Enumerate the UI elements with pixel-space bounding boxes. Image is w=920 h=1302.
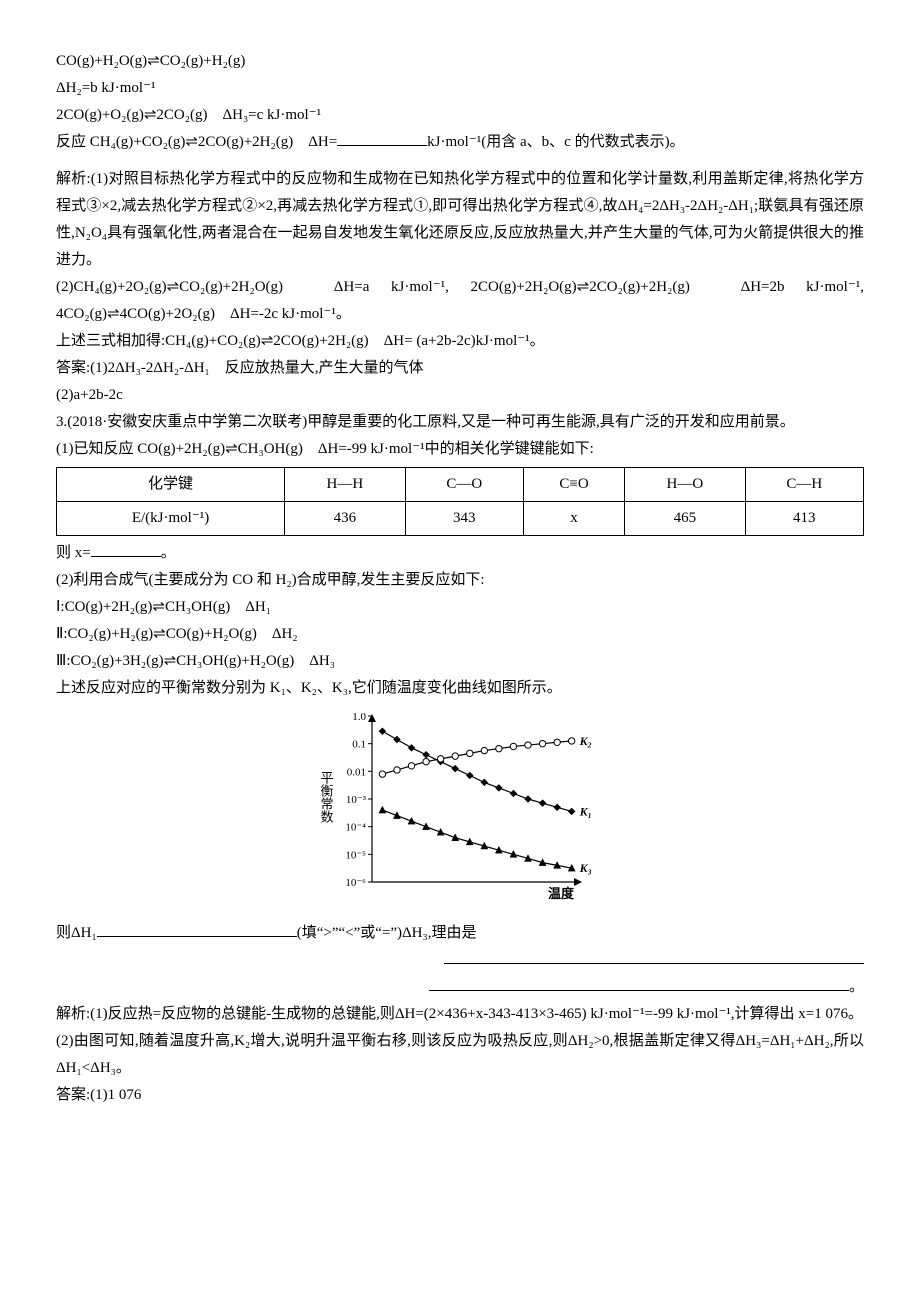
- svg-text:10⁻³: 10⁻³: [346, 794, 367, 806]
- svg-text:温度: 温度: [548, 886, 575, 901]
- explanation: 解析:(1)反应热=反应物的总键能-生成物的总键能,则ΔH=(2×436+x-3…: [56, 1001, 864, 1028]
- svg-text:K₃: K₃: [579, 861, 592, 875]
- svg-text:10⁻⁴: 10⁻⁴: [345, 822, 366, 834]
- table-cell: 413: [745, 502, 863, 536]
- table-header: H—O: [625, 468, 746, 502]
- reaction-line: Ⅰ:CO(g)+2H₂(g)⇌CH₃OH(g) ΔH₁: [56, 594, 864, 621]
- table-cell: 436: [285, 502, 406, 536]
- question-part: 则 x= 。: [56, 540, 864, 567]
- table-cell: E/(kJ·mol⁻¹): [57, 502, 285, 536]
- explanation: 解析:(1)对照目标热化学方程式中的反应物和生成物在已知热化学方程式中的位置和化…: [56, 166, 864, 274]
- table-header: C≡O: [523, 468, 624, 502]
- svg-text:0.1: 0.1: [352, 739, 366, 751]
- blank-input[interactable]: [91, 541, 161, 557]
- question-part: (2)利用合成气(主要成分为 CO 和 H₂)合成甲醇,发生主要反应如下:: [56, 567, 864, 594]
- svg-text:K₂: K₂: [579, 734, 592, 748]
- text: 则ΔH₁: [56, 925, 97, 941]
- svg-text:0.01: 0.01: [347, 766, 366, 778]
- eqn-line: 2CO(g)+O₂(g)⇌2CO₂(g) ΔH₃=c kJ·mol⁻¹: [56, 102, 864, 129]
- reaction-line: Ⅱ:CO₂(g)+H₂(g)⇌CO(g)+H₂O(g) ΔH₂: [56, 621, 864, 648]
- blank-input[interactable]: [429, 975, 849, 991]
- reaction-line: Ⅲ:CO₂(g)+3H₂(g)⇌CH₃OH(g)+H₂O(g) ΔH₃: [56, 648, 864, 675]
- table-header: C—O: [405, 468, 523, 502]
- blank-input[interactable]: [337, 130, 427, 146]
- fill-line: 则ΔH₁ (填“>”“<”或“=”)ΔH₃,理由是: [56, 920, 864, 947]
- table-header: H—H: [285, 468, 406, 502]
- eqn-line: CO(g)+H₂O(g)⇌CO₂(g)+H₂(g): [56, 48, 864, 75]
- bond-energy-table: 化学键 H—H C—O C≡O H—O C—H E/(kJ·mol⁻¹) 436…: [56, 467, 864, 536]
- explanation: (2)CH₄(g)+2O₂(g)⇌CO₂(g)+2H₂O(g) ΔH=a kJ·…: [56, 274, 864, 328]
- svg-text:10⁻⁶: 10⁻⁶: [345, 877, 366, 889]
- question-part: 上述反应对应的平衡常数分别为 K₁、K₂、K₃,它们随温度变化曲线如图所示。: [56, 675, 864, 702]
- table-header: 化学键: [57, 468, 285, 502]
- svg-text:平衡常数: 平衡常数: [319, 771, 334, 823]
- answer-line: 答案:(1)1 076: [56, 1082, 864, 1109]
- answer-line: 答案:(1)2ΔH₃-2ΔH₂-ΔH₁ 反应放热量大,产生大量的气体: [56, 355, 864, 382]
- text: kJ·mol⁻¹(用含 a、b、c 的代数式表示)。: [427, 134, 684, 150]
- explanation: (2)由图可知,随着温度升高,K₂增大,说明升温平衡右移,则该反应为吸热反应,则…: [56, 1028, 864, 1082]
- table-header-row: 化学键 H—H C—O C≡O H—O C—H: [57, 468, 864, 502]
- equilibrium-chart: 1.0 0.1 0.01 10⁻³ 10⁻⁴ 10⁻⁵ 10⁻⁶ 平衡常数温度 K₁ K₂ K₃: [56, 706, 864, 916]
- fill-line: 。: [56, 974, 864, 1001]
- blank-input[interactable]: [97, 921, 297, 937]
- blank-input[interactable]: [444, 948, 864, 964]
- table-header: C—H: [745, 468, 863, 502]
- question-stem: 3.(2018·安徽安庆重点中学第二次联考)甲醇是重要的化工原料,又是一种可再生…: [56, 409, 864, 436]
- table-row: E/(kJ·mol⁻¹) 436 343 x 465 413: [57, 502, 864, 536]
- eqn-line: ΔH₂=b kJ·mol⁻¹: [56, 75, 864, 102]
- svg-text:1.0: 1.0: [352, 711, 366, 723]
- text: 。: [161, 545, 176, 561]
- answer-line: (2)a+2b-2c: [56, 382, 864, 409]
- table-cell: 465: [625, 502, 746, 536]
- text: 反应 CH₄(g)+CO₂(g)⇌2CO(g)+2H₂(g) ΔH=: [56, 134, 337, 150]
- text: 则 x=: [56, 545, 91, 561]
- chart-svg: 1.0 0.1 0.01 10⁻³ 10⁻⁴ 10⁻⁵ 10⁻⁶ 平衡常数温度 K₁ K₂ K₃: [310, 706, 610, 906]
- question-part: (1)已知反应 CO(g)+2H₂(g)⇌CH₃OH(g) ΔH=-99 kJ·…: [56, 436, 864, 463]
- table-cell: 343: [405, 502, 523, 536]
- fill-line: [56, 947, 864, 974]
- text: (填“>”“<”或“=”)ΔH₃,理由是: [297, 925, 477, 941]
- svg-text:10⁻⁵: 10⁻⁵: [345, 849, 366, 861]
- explanation: 上述三式相加得:CH₄(g)+CO₂(g)⇌2CO(g)+2H₂(g) ΔH= …: [56, 328, 864, 355]
- svg-text:K₁: K₁: [579, 804, 592, 818]
- eqn-line: 反应 CH₄(g)+CO₂(g)⇌2CO(g)+2H₂(g) ΔH= kJ·mol…: [56, 129, 864, 156]
- table-cell: x: [523, 502, 624, 536]
- text: 。: [849, 979, 864, 995]
